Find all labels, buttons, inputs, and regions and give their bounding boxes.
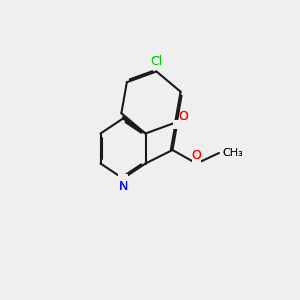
Text: O: O bbox=[192, 149, 201, 162]
Text: N: N bbox=[118, 180, 128, 193]
Text: O: O bbox=[192, 149, 201, 162]
Text: N: N bbox=[118, 180, 128, 193]
Text: Cl: Cl bbox=[150, 56, 163, 68]
Text: O: O bbox=[178, 110, 188, 123]
FancyBboxPatch shape bbox=[150, 59, 163, 69]
Text: CH₃: CH₃ bbox=[222, 148, 243, 158]
Text: CH₃: CH₃ bbox=[222, 148, 243, 158]
Text: Cl: Cl bbox=[150, 56, 163, 68]
FancyBboxPatch shape bbox=[172, 120, 182, 129]
Text: O: O bbox=[178, 110, 188, 123]
FancyBboxPatch shape bbox=[192, 159, 201, 168]
FancyBboxPatch shape bbox=[118, 174, 128, 183]
